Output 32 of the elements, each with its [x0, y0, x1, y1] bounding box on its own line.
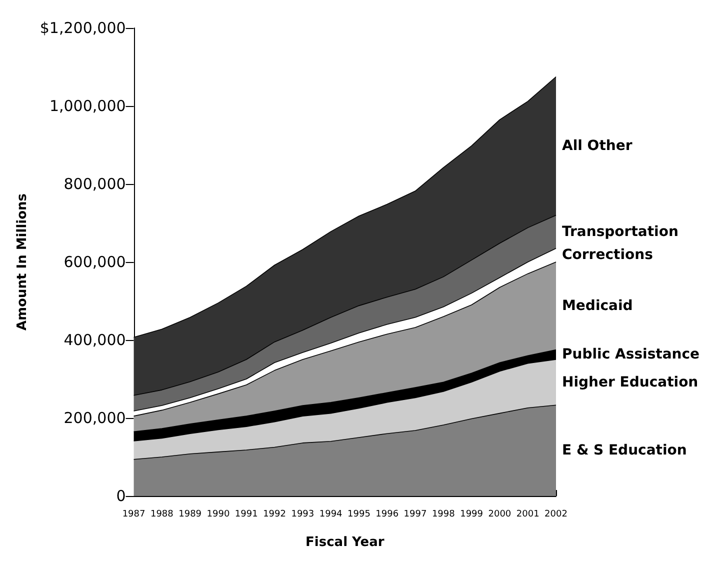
x-tick-label: 1991 — [234, 510, 258, 520]
x-tick-label: 1988 — [150, 510, 174, 520]
series-label: Corrections — [562, 247, 653, 264]
y-axis-title: Amount In Millions — [15, 193, 30, 331]
series-label: Medicaid — [562, 298, 633, 314]
y-tick-label: 400,000 — [64, 331, 126, 349]
y-tick-label: 600,000 — [64, 253, 126, 271]
x-tick-label: 1993 — [291, 510, 314, 520]
series-label: Public Assistance — [562, 346, 700, 363]
y-tick-label: $1,200,000 — [40, 19, 126, 37]
y-tick-label: 0 — [116, 487, 126, 505]
y-tick-label: 800,000 — [64, 175, 126, 193]
x-tick-label: 1999 — [460, 510, 484, 520]
series-label: Transportation — [562, 224, 678, 240]
series-label: All Other — [562, 138, 632, 154]
x-tick-label: 2000 — [488, 510, 512, 520]
y-tick-label: 1,000,000 — [49, 97, 126, 115]
series-label: E & S Education — [562, 442, 687, 459]
y-tick-label: 200,000 — [64, 409, 126, 427]
x-tick-label: 1998 — [432, 510, 456, 520]
x-tick-label: 2001 — [516, 510, 540, 520]
x-axis-title: Fiscal Year — [306, 535, 385, 550]
x-tick-label: 1995 — [348, 510, 370, 520]
x-tick-label: 1987 — [122, 510, 146, 520]
x-tick-label: 1994 — [319, 510, 343, 520]
x-tick-label: 1989 — [178, 510, 202, 520]
x-tick-label: 1996 — [376, 510, 399, 520]
x-tick-label: 2002 — [544, 510, 568, 520]
x-tick-label: 1992 — [263, 510, 286, 520]
x-tick-label: 1997 — [404, 510, 427, 520]
series-label: Higher Education — [562, 374, 698, 390]
x-tick-label: 1990 — [206, 510, 230, 520]
